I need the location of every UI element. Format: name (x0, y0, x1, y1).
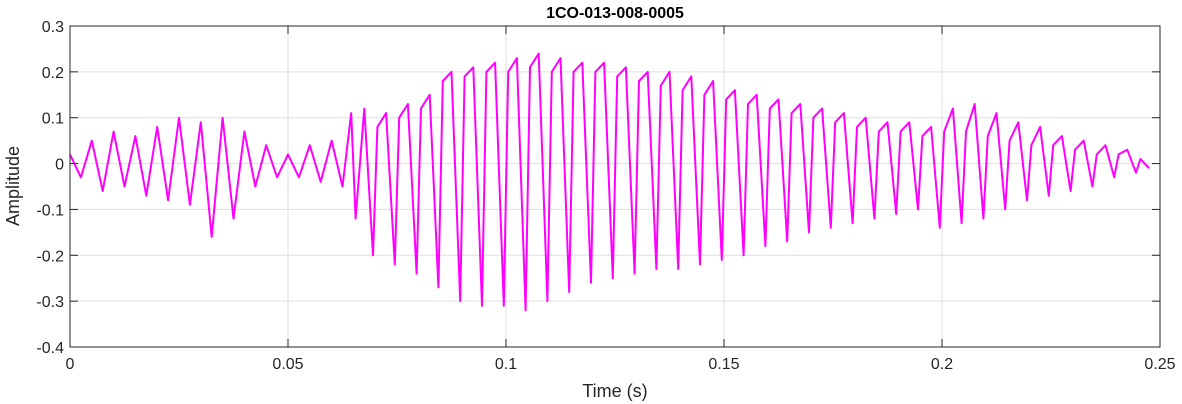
y-tick-label: 0.2 (42, 65, 64, 82)
y-tick-label: 0.3 (42, 19, 64, 36)
x-tick-label: 0.25 (1144, 356, 1175, 373)
plot-frame (69, 25, 1161, 348)
y-axis-label: Amplitude (3, 146, 23, 226)
axis-ticks (69, 25, 1161, 348)
y-tick-labels: -0.4 -0.3 -0.2 -0.1 0 0.1 0.2 0.3 (36, 19, 64, 357)
y-tick-label: -0.3 (36, 294, 64, 311)
y-tick-label: 0.1 (42, 111, 64, 128)
y-tick-label: -0.2 (36, 248, 64, 265)
x-tick-label: 0 (66, 356, 75, 373)
y-tick-label: 0 (55, 157, 64, 174)
waveform-line (69, 52, 1150, 312)
x-tick-labels: 0 0.05 0.1 0.15 0.2 0.25 (66, 356, 1176, 373)
x-tick-label: 0.15 (708, 356, 739, 373)
x-tick-label: 0.1 (495, 356, 517, 373)
x-tick-label: 0.2 (931, 356, 953, 373)
y-tick-label: -0.4 (36, 340, 64, 357)
chart-title: 1CO-013-008-0005 (546, 5, 684, 22)
x-tick-label: 0.05 (272, 356, 303, 373)
y-tick-label: -0.1 (36, 202, 64, 219)
x-axis-label: Time (s) (582, 381, 647, 401)
